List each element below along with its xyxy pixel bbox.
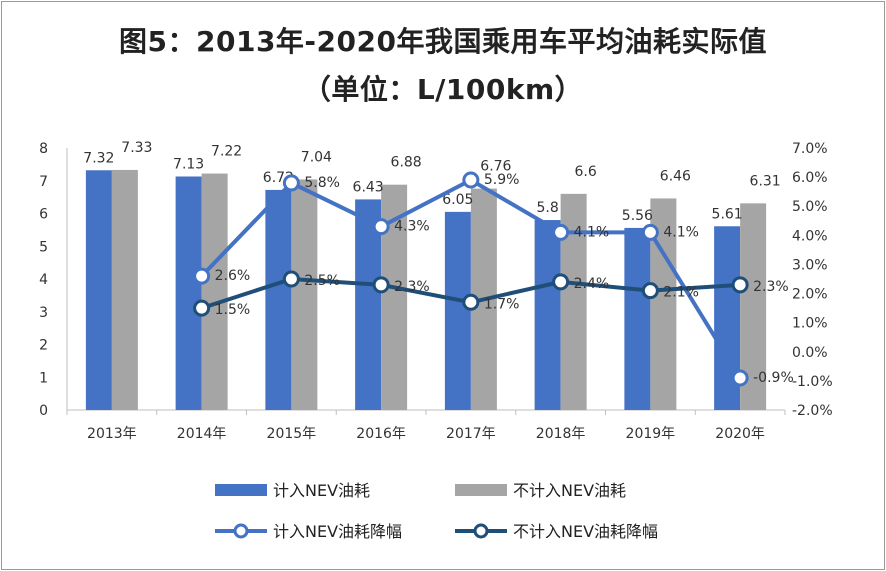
chart-subtitle: （单位：L/100km） [302, 73, 584, 106]
chart-title: 图5：2013年-2020年我国乘用车平均油耗实际值 [119, 25, 767, 58]
